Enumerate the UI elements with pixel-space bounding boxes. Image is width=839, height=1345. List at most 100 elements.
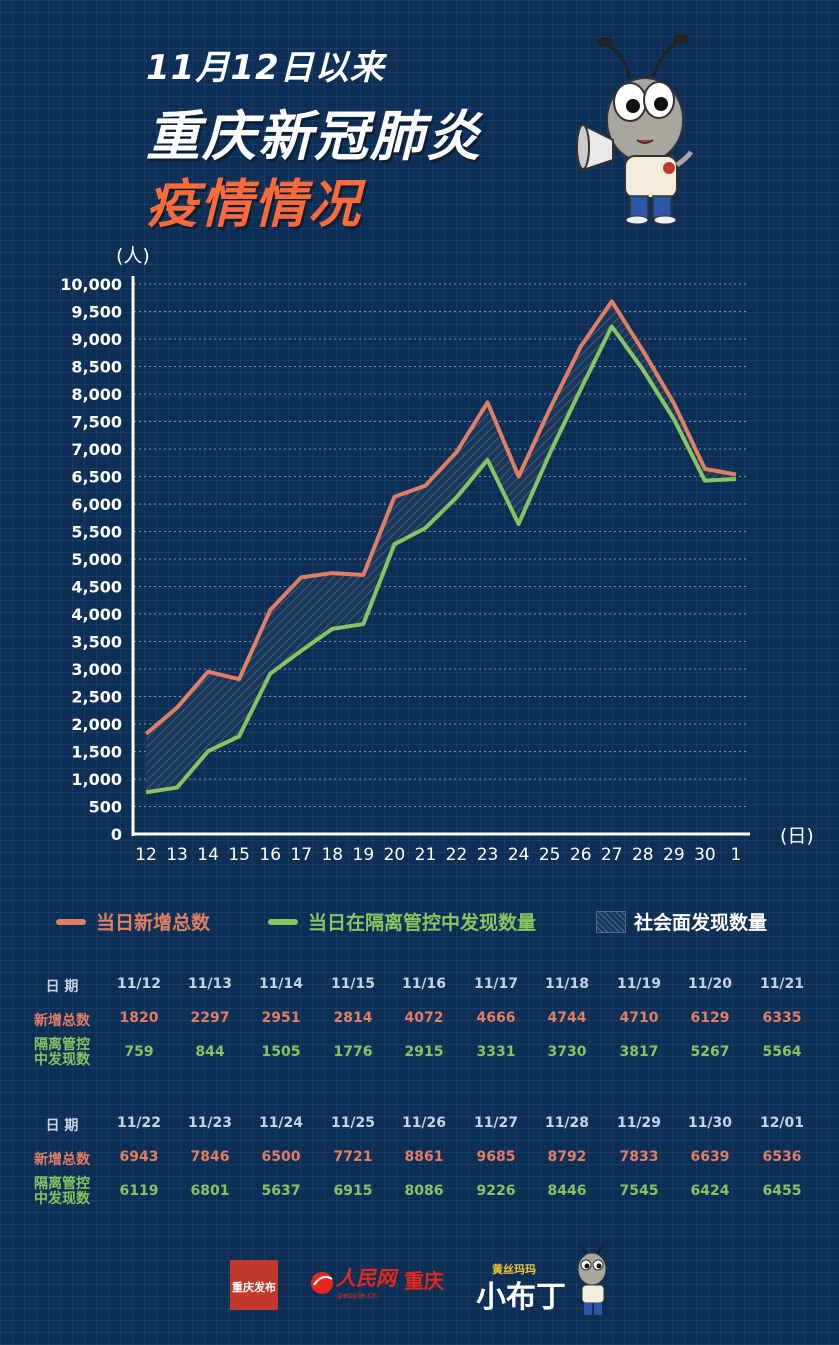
legend-label-total: 当日新增总数 [96, 912, 211, 934]
x-tick-label: 12 [135, 845, 157, 865]
table-cell: 6639 [690, 1149, 730, 1165]
ant-mascot-small-icon [577, 1245, 607, 1315]
x-tick-label: 18 [321, 845, 343, 865]
table-cell: 11/17 [473, 976, 519, 992]
y-tick-label: 7,000 [71, 440, 122, 459]
table-cell: 5267 [690, 1044, 730, 1060]
data-table-block1: 日 期 11/12 11/13 11/14 11/15 11/16 11/17 … [20, 976, 820, 1078]
table-cell: 6424 [690, 1183, 730, 1199]
table-cell: 2951 [261, 1010, 301, 1026]
table-cell: 11/29 [616, 1115, 662, 1131]
chart-legend: 当日新增总数 当日在隔离管控中发现数量 社会面发现数量 [56, 908, 816, 938]
table-cell: 8446 [547, 1183, 587, 1199]
table-cell: 6915 [333, 1183, 373, 1199]
y-tick-label: 0 [111, 825, 122, 844]
table-cell: 8861 [404, 1149, 444, 1165]
table-cell: 6335 [762, 1010, 802, 1026]
x-tick-label: 30 [694, 845, 716, 865]
x-tick-label: 29 [663, 845, 685, 865]
ant-mascot-megaphone-icon [576, 34, 694, 225]
row-header-quarantine: 隔离管控 中发现数 [20, 1038, 104, 1068]
people-cn-logo: 人民网 people.cn 重庆 [311, 1266, 444, 1300]
table-cell: 8086 [404, 1183, 444, 1199]
table-cell: 5564 [762, 1044, 802, 1060]
logo2-text: 人民网 [336, 1266, 399, 1290]
x-tick-label: 24 [508, 845, 530, 865]
table-cell: 4744 [547, 1010, 587, 1026]
x-tick-label: 23 [477, 845, 499, 865]
row-header-date: 日 期 [45, 979, 79, 995]
table-cell: 2297 [190, 1010, 230, 1026]
title-line1: 11月12日以来 [146, 48, 385, 88]
x-tick-label: 25 [539, 845, 561, 865]
x-tick-label: 26 [570, 845, 592, 865]
table-cell: 3331 [476, 1044, 516, 1060]
x-unit-label: (日) [780, 825, 814, 847]
y-tick-label: 8,500 [71, 358, 122, 377]
table-cell: 6455 [762, 1183, 802, 1199]
table-cell: 11/22 [116, 1115, 162, 1131]
table-row-totals: 新增总数 1820 2297 2951 2814 4072 4666 4744 … [20, 1010, 820, 1044]
table-cell: 2915 [404, 1044, 444, 1060]
x-tick-label: 14 [197, 845, 219, 865]
y-tick-label: 6,500 [71, 468, 122, 487]
table-cell: 11/15 [330, 976, 376, 992]
table-cell: 6536 [762, 1149, 802, 1165]
y-tick-label: 10,000 [60, 275, 122, 294]
legend-label-community: 社会面发现数量 [634, 912, 768, 934]
logo2-city: 重庆 [404, 1269, 444, 1293]
table-cell: 12/01 [759, 1115, 805, 1131]
table-cell: 1776 [333, 1044, 373, 1060]
legend-line-quarantine [268, 918, 298, 925]
y-tick-label: 1,000 [71, 770, 122, 789]
x-tick-label: 22 [446, 845, 468, 865]
y-unit-label: (人) [116, 245, 150, 267]
table-row-dates: 日 期 11/22 11/23 11/24 11/25 11/26 11/27 … [20, 1115, 820, 1149]
table-cell: 11/18 [544, 976, 590, 992]
x-tick-label: 15 [228, 845, 250, 865]
table-cell: 6119 [119, 1183, 159, 1199]
table-cell: 3730 [547, 1044, 587, 1060]
table-cell: 11/21 [759, 976, 805, 992]
y-tick-label: 500 [89, 798, 122, 817]
table-cell: 11/30 [687, 1115, 733, 1131]
table-cell: 3817 [619, 1044, 659, 1060]
table-cell: 7846 [190, 1149, 230, 1165]
table-row-quarantine: 隔离管控 中发现数 6119 6801 5637 6915 8086 9226 8… [20, 1177, 820, 1217]
table-cell: 11/23 [187, 1115, 233, 1131]
footer-logos: 重庆发布 人民网 people.cn 重庆 黄丝玛玛 小布丁 [230, 1245, 607, 1315]
table-cell: 11/26 [401, 1115, 447, 1131]
x-tick-label: 16 [259, 845, 281, 865]
table-cell: 9685 [476, 1149, 516, 1165]
table-cell: 4666 [476, 1010, 516, 1026]
legend-item-quarantine: 当日在隔离管控中发现数量 [268, 908, 536, 935]
row-header-quarantine-1: 隔离管控 [34, 1176, 90, 1192]
table-cell: 6500 [261, 1149, 301, 1165]
row-header-quarantine: 隔离管控 中发现数 [20, 1177, 104, 1207]
legend-item-total: 当日新增总数 [56, 908, 210, 935]
y-tick-label: 6,000 [71, 495, 122, 514]
y-tick-label: 5,500 [71, 523, 122, 542]
table-cell: 11/28 [544, 1115, 590, 1131]
y-tick-label: 9,500 [71, 303, 122, 322]
logo3-top: 黄丝玛玛 [492, 1262, 536, 1276]
table-cell: 1505 [261, 1044, 301, 1060]
x-tick-label: 28 [632, 845, 654, 865]
x-tick-label: 21 [415, 845, 437, 865]
y-tick-label: 4,500 [71, 578, 122, 597]
table-cell: 11/13 [187, 976, 233, 992]
y-tick-label: 2,000 [71, 715, 122, 734]
y-tick-label: 9,000 [71, 330, 122, 349]
logo3-main: 小布丁 [476, 1280, 566, 1315]
y-tick-label: 4,000 [71, 605, 122, 624]
row-header-date: 日 期 [45, 1118, 79, 1134]
table-cell: 11/19 [616, 976, 662, 992]
table-row-totals: 新增总数 6943 7846 6500 7721 8861 9685 8792 … [20, 1149, 820, 1183]
table-cell: 6129 [690, 1010, 730, 1026]
table-cell: 4072 [404, 1010, 444, 1026]
y-tick-label: 7,500 [71, 413, 122, 432]
legend-swatch-community [596, 910, 626, 933]
table-cell: 11/20 [687, 976, 733, 992]
table-cell: 11/24 [258, 1115, 304, 1131]
table-cell: 4710 [619, 1010, 659, 1026]
